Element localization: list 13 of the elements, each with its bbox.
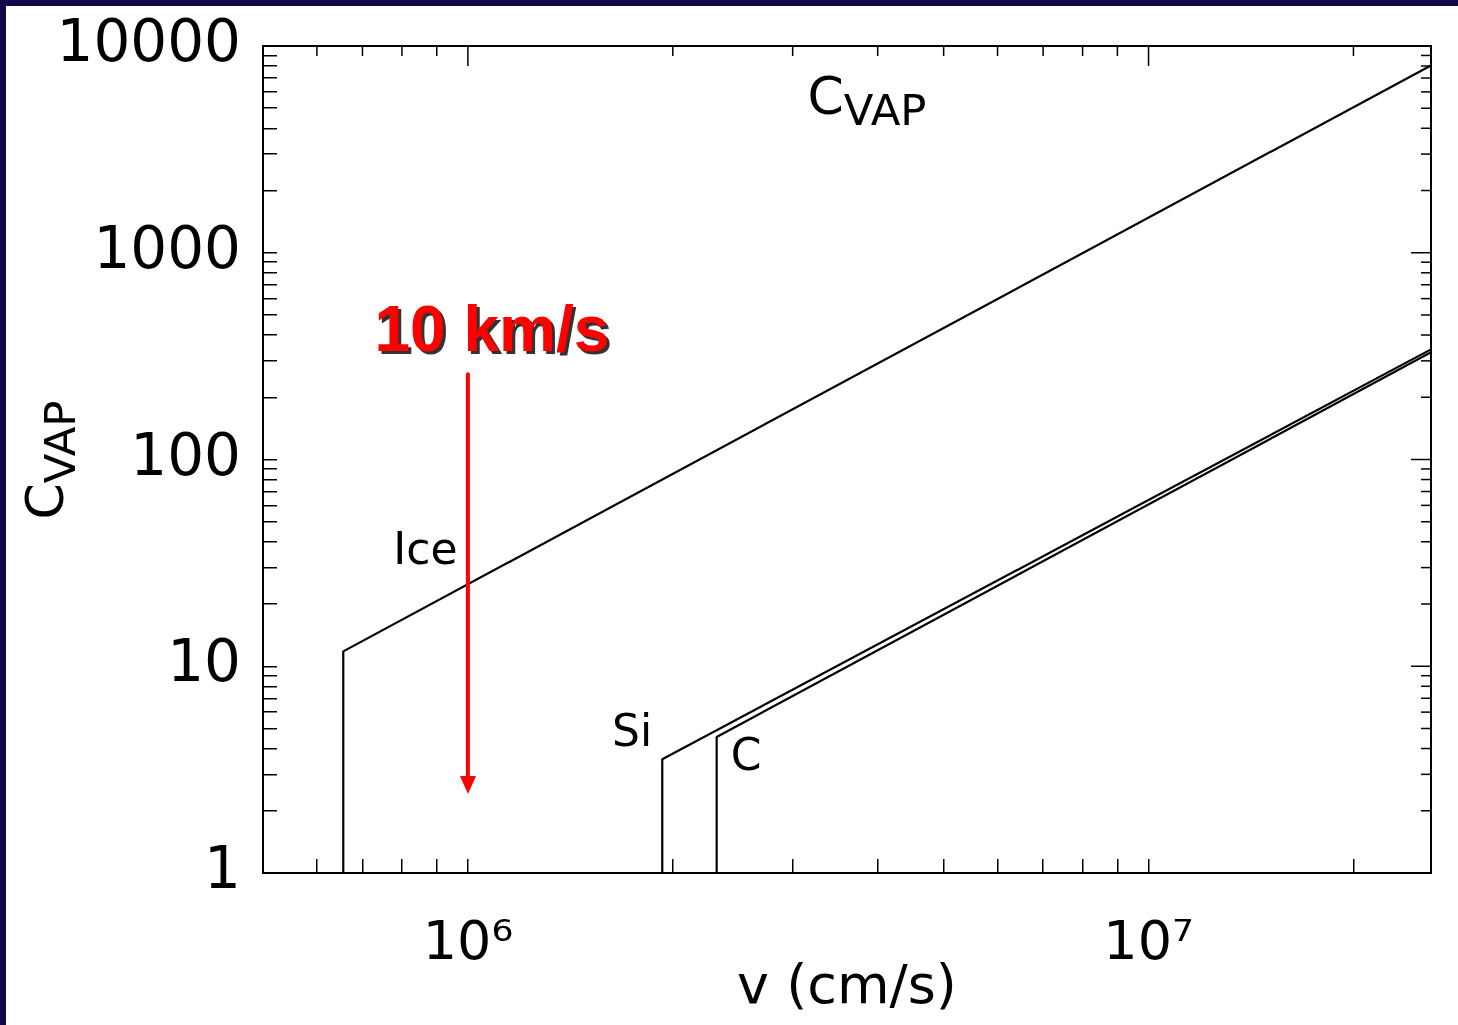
x-tick-label: 10⁷ — [1103, 909, 1194, 973]
series-label: C — [730, 729, 762, 781]
x-axis-title: v (cm/s) — [737, 952, 957, 1016]
y-tick-label: 1 — [204, 834, 241, 903]
series-label: Si — [612, 704, 653, 756]
x-tick-label: 10⁶ — [422, 909, 514, 973]
series-label: Ice — [393, 522, 458, 574]
y-tick-label: 10000 — [56, 7, 241, 76]
y-tick-label: 10 — [167, 627, 241, 696]
y-tick-label: 100 — [130, 420, 241, 489]
text: C$_{VAP}$ — [807, 66, 927, 136]
ref-line-label: 10 km/s — [377, 296, 613, 369]
y-tick-label: 1000 — [93, 213, 241, 282]
